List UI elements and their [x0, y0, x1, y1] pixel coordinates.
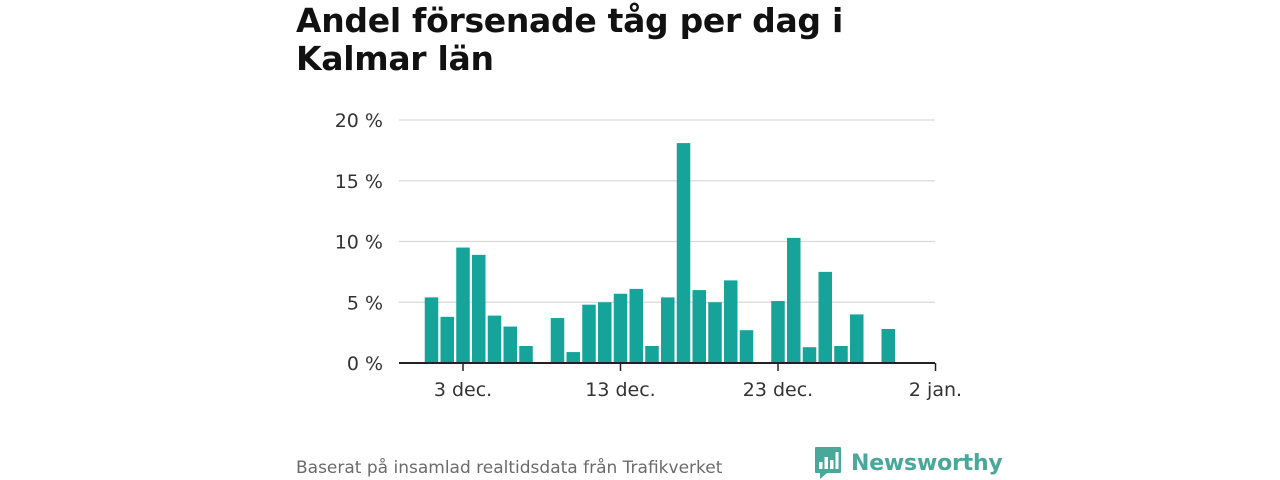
bar: [645, 345, 659, 363]
bar: [708, 302, 722, 363]
x-tick-label: 3 dec.: [434, 379, 492, 401]
y-tick-label: 20 %: [335, 110, 383, 132]
bar: [566, 352, 580, 363]
bar: [850, 314, 864, 363]
newsworthy-logo: Newsworthy: [814, 446, 1003, 480]
y-tick-label: 0 %: [347, 353, 383, 375]
bar: [818, 271, 832, 363]
brand-name: Newsworthy: [851, 450, 1003, 476]
bar: [881, 328, 895, 363]
bar: [550, 318, 565, 363]
bar: [834, 345, 848, 363]
bar-chart: 0 % 5 % 10 % 15 % 20 % 3 dec. 13 dec. 23 dec. 2…: [335, 110, 962, 401]
bar: [440, 316, 454, 363]
bar: [613, 293, 628, 363]
bar: [456, 247, 470, 363]
bar: [676, 143, 691, 363]
bar: [519, 345, 533, 363]
y-axis-tick-labels: 0 % 5 % 10 % 15 % 20 %: [335, 110, 383, 375]
y-tick-label: 15 %: [335, 171, 383, 193]
bar: [582, 304, 596, 363]
bar: [661, 297, 675, 363]
bar: [787, 237, 801, 363]
bar: [802, 347, 817, 363]
bar: [739, 330, 754, 363]
bar: [424, 297, 439, 363]
x-tick-label: 23 dec.: [743, 379, 813, 401]
y-tick-label: 5 %: [347, 292, 383, 314]
x-tick-label: 2 jan.: [909, 379, 962, 401]
bar-chart-speech-bubble-icon: [815, 447, 841, 479]
bar: [598, 302, 612, 363]
bar: [503, 326, 517, 363]
bar: [487, 315, 502, 363]
x-axis-tick-labels: 3 dec. 13 dec. 23 dec. 2 jan.: [434, 379, 962, 401]
bar: [692, 290, 706, 363]
bars: [424, 143, 895, 363]
bar: [771, 301, 785, 363]
bar: [724, 280, 738, 363]
x-axis: [399, 362, 937, 371]
y-tick-label: 10 %: [335, 232, 383, 254]
x-tick-label: 13 dec.: [585, 379, 655, 401]
bar: [472, 254, 486, 363]
chart-title: Andel försenade tåg per dag i Kalmar län: [296, 1, 843, 78]
bar: [629, 288, 643, 363]
source-note: Baserat på insamlad realtidsdata från Tr…: [296, 458, 723, 478]
